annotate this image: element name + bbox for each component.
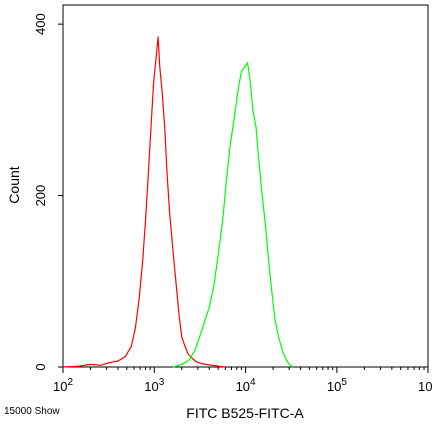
y-tick-label: 400 [33, 13, 48, 35]
x-tick-label: 104 [236, 377, 256, 394]
x-tick-label: 105 [327, 377, 347, 394]
y-axis: 0 200 400 [33, 13, 63, 371]
x-tick-label: 103 [144, 377, 164, 394]
x-axis: 102 103 104 105 106 [53, 367, 432, 394]
x-axis-title: FITC B525-FITC-A [186, 405, 304, 421]
histogram-series-red [62, 36, 226, 368]
footer-label: 15000 Show [4, 406, 60, 417]
histogram-series-green [172, 62, 294, 368]
series-group [62, 36, 294, 368]
y-tick-label: 200 [33, 185, 48, 207]
x-tick-label: 106 [418, 377, 432, 394]
y-tick-label: 0 [33, 363, 48, 370]
plot-frame [62, 4, 429, 368]
x-tick-label: 102 [53, 377, 73, 394]
y-axis-title: Count [6, 166, 22, 203]
